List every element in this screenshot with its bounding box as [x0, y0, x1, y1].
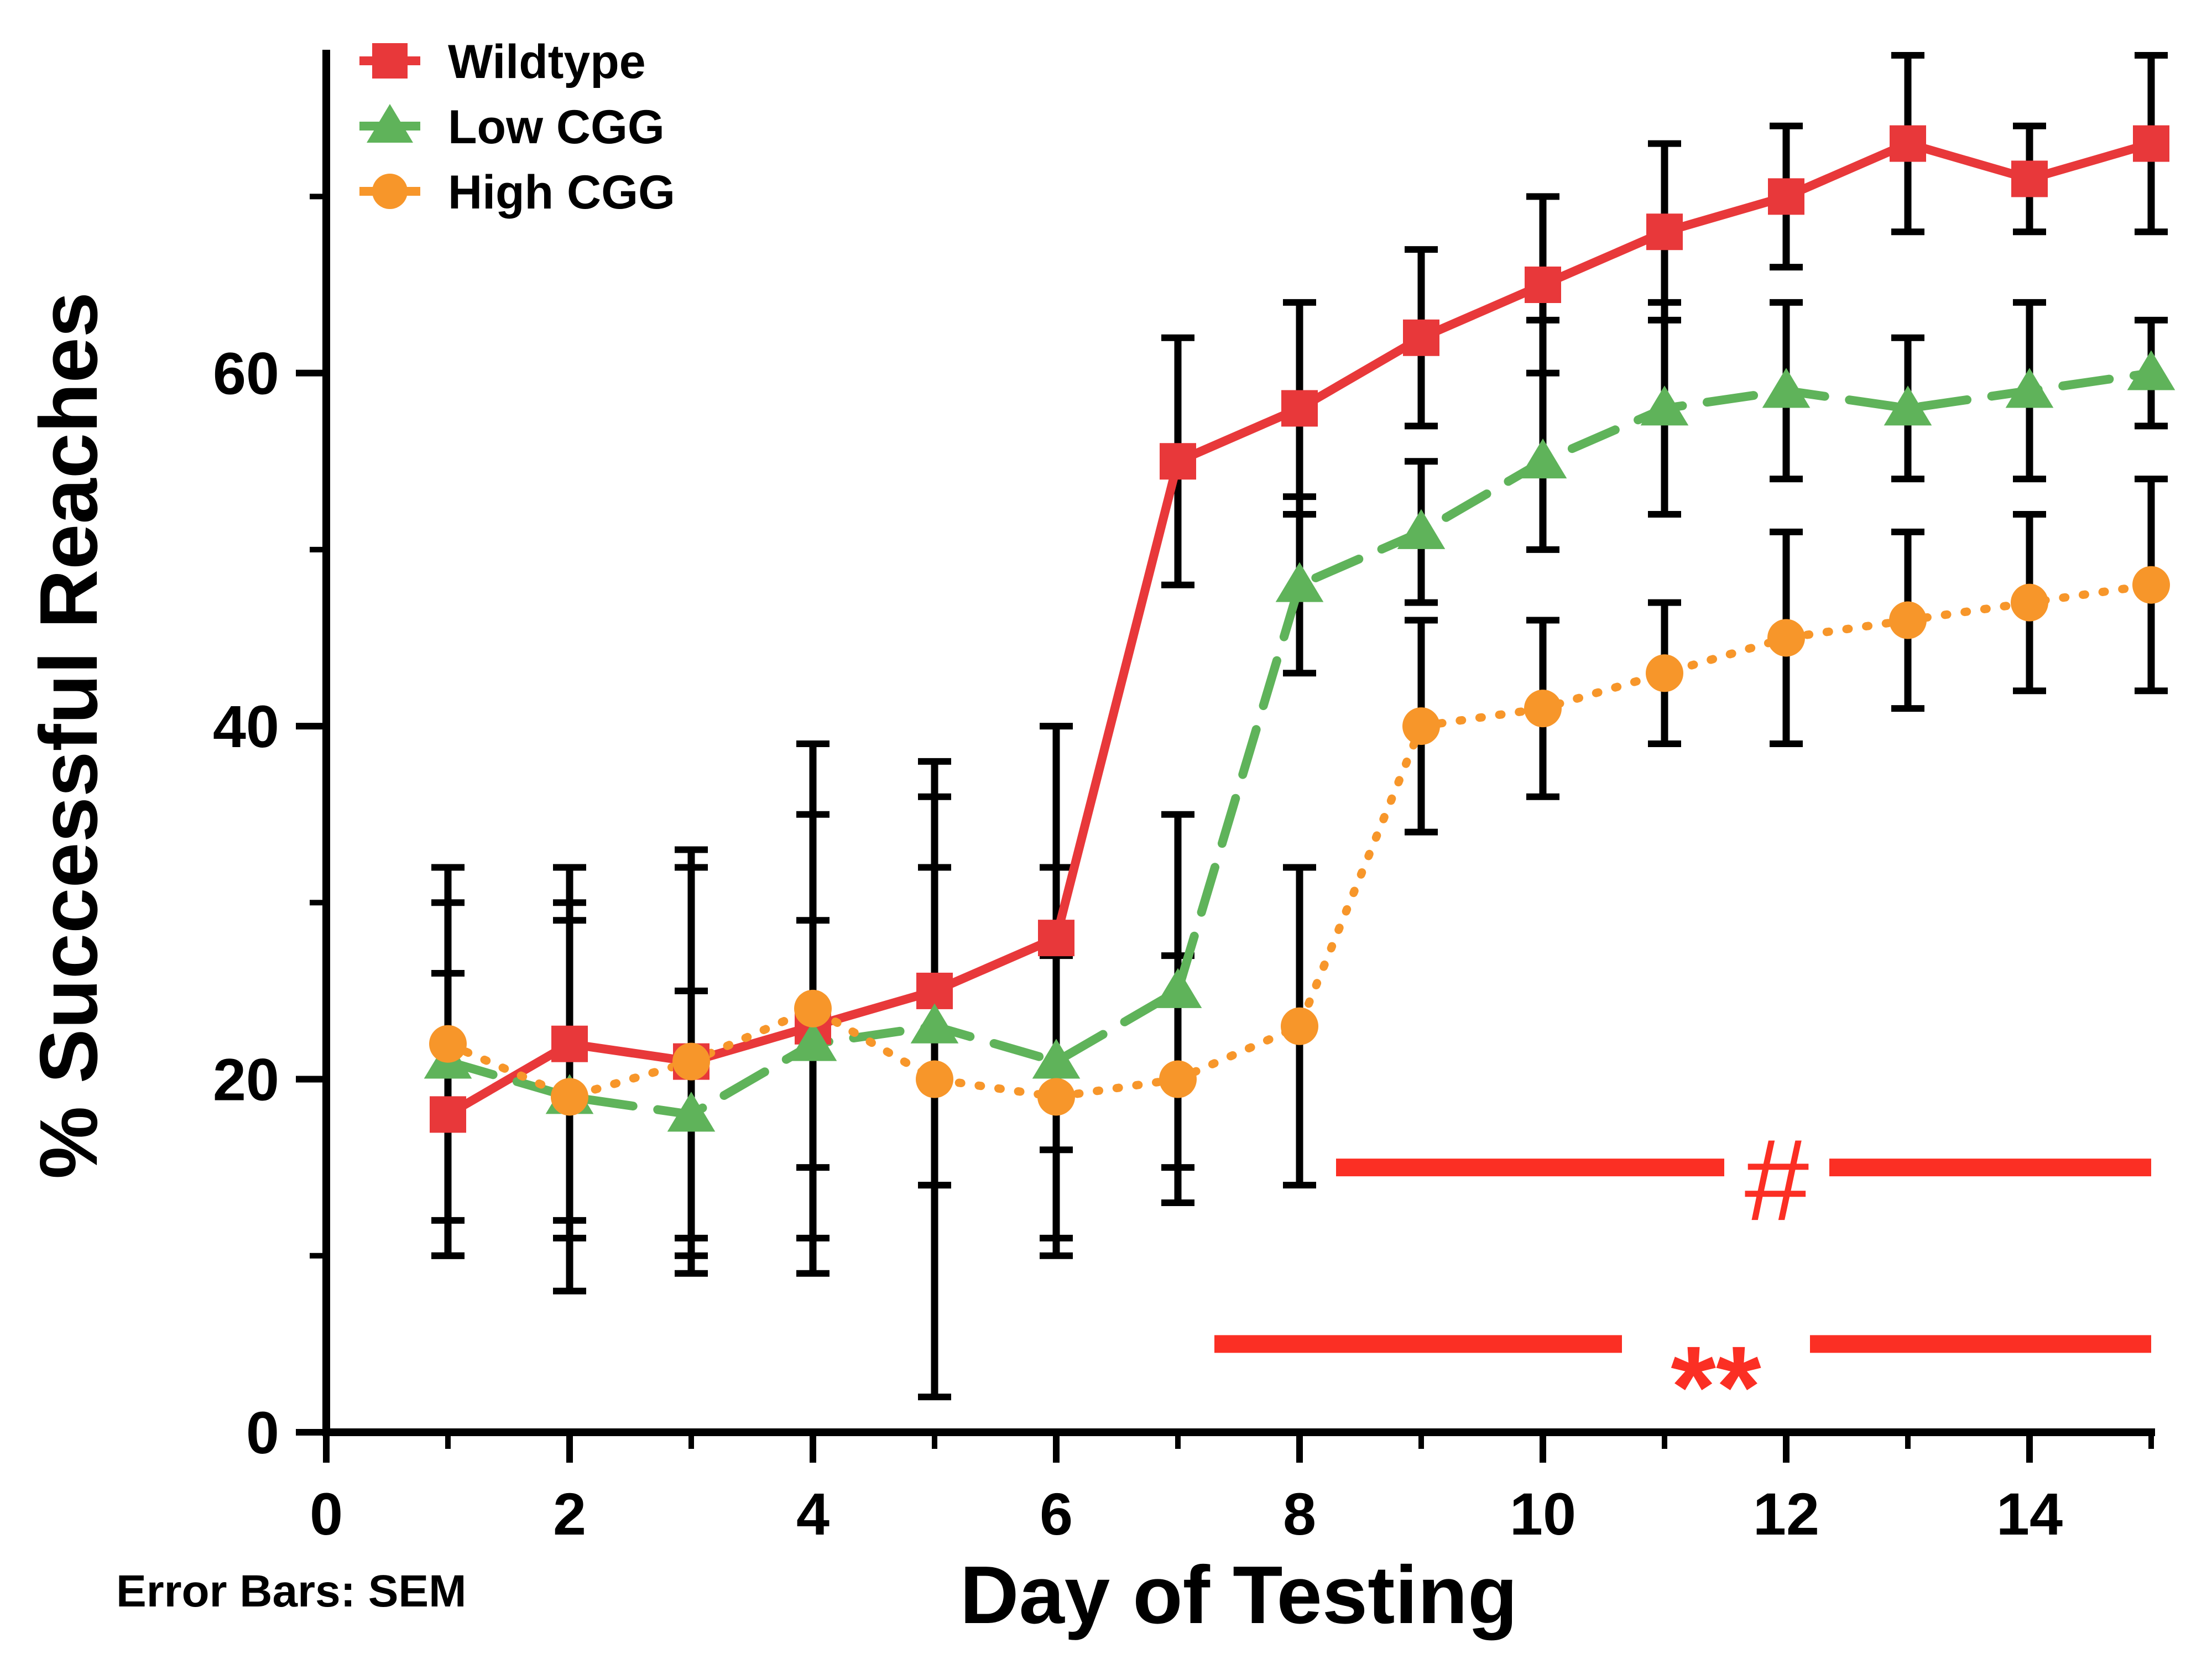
data-point-high-cgg [429, 1025, 467, 1063]
data-point-high-cgg [672, 1042, 710, 1081]
series-markers-layer [424, 125, 2176, 1133]
significance-symbol-hash: # [1745, 1115, 1809, 1245]
data-point-high-cgg [1281, 1007, 1318, 1045]
significance-annotations: # ** [1214, 1115, 2151, 1452]
data-point-high-cgg [1159, 1060, 1197, 1098]
y-axis-title: % Successful Reaches [23, 292, 114, 1179]
data-point-wildtype [551, 1025, 588, 1062]
data-point-wildtype [430, 1096, 466, 1133]
data-point-high-cgg [1524, 690, 1562, 728]
error-bars-layer [431, 52, 2168, 1401]
data-point-wildtype [1768, 178, 1804, 215]
data-point-wildtype [1160, 443, 1196, 480]
x-tick-label: 10 [1510, 1480, 1576, 1547]
legend-label-low-cgg: Low CGG [448, 101, 665, 154]
data-point-high-cgg [1402, 707, 1440, 745]
data-point-low-cgg [1884, 385, 1932, 426]
x-tick-label: 0 [310, 1480, 343, 1547]
data-point-high-cgg [2132, 566, 2170, 604]
data-point-low-cgg [1032, 1039, 1081, 1079]
data-point-high-cgg [1646, 654, 1683, 692]
series-line-high-cgg [444, 581, 2156, 1101]
y-tick-label: 0 [246, 1399, 279, 1466]
legend: Wildtype Low CGG High CGG [359, 35, 675, 219]
x-tick-label: 14 [1996, 1480, 2063, 1547]
data-point-high-cgg [1037, 1078, 1075, 1116]
data-point-wildtype [2133, 125, 2169, 162]
x-tick-label: 4 [796, 1480, 830, 1547]
legend-marker-high-cgg [372, 174, 408, 209]
data-point-low-cgg [1519, 438, 1567, 479]
legend-marker-low-cgg [367, 104, 413, 143]
data-point-low-cgg [2127, 350, 2176, 390]
data-point-high-cgg [916, 1060, 953, 1098]
y-tick-label: 60 [213, 340, 279, 407]
x-tick-label: 6 [1040, 1480, 1073, 1547]
x-axis-title: Day of Testing [960, 1550, 1518, 1641]
error-bars-note: Error Bars: SEM [116, 1566, 466, 1616]
legend-label-high-cgg: High CGG [448, 166, 675, 219]
data-point-low-cgg [667, 1092, 716, 1132]
data-point-low-cgg [1640, 385, 1689, 426]
data-point-low-cgg [910, 1003, 959, 1044]
data-point-wildtype [1646, 213, 1683, 251]
data-point-high-cgg [551, 1078, 588, 1116]
significance-symbol-double-asterisk: ** [1671, 1322, 1761, 1452]
data-point-high-cgg [1767, 619, 1805, 657]
data-point-high-cgg [2011, 583, 2048, 622]
x-tick-label: 8 [1283, 1480, 1316, 1547]
data-point-high-cgg [794, 989, 832, 1027]
legend-label-wildtype: Wildtype [448, 35, 646, 88]
data-point-high-cgg [1889, 601, 1927, 639]
y-tick-label: 20 [213, 1046, 279, 1113]
data-point-low-cgg [1275, 562, 1324, 602]
data-point-low-cgg [1154, 968, 1202, 1008]
data-point-low-cgg [789, 1021, 837, 1061]
series-line-low-cgg [444, 368, 2156, 1119]
data-point-low-cgg [2005, 368, 2054, 408]
y-tick-label: 40 [213, 693, 279, 760]
data-point-wildtype [1038, 920, 1074, 957]
data-point-wildtype [2011, 160, 2048, 197]
data-point-low-cgg [1397, 509, 1446, 549]
x-tick-label: 12 [1753, 1480, 1819, 1547]
axes: 0 2 4 6 8 10 12 14 0 20 40 60 [213, 50, 2155, 1547]
legend-marker-wildtype [372, 43, 408, 79]
data-point-wildtype [1281, 390, 1318, 427]
data-point-wildtype [1890, 125, 1926, 162]
data-point-low-cgg [1762, 368, 1811, 408]
data-point-wildtype [916, 972, 953, 1009]
x-tick-label: 2 [553, 1480, 586, 1547]
data-point-wildtype [1525, 267, 1561, 303]
data-point-wildtype [1403, 319, 1439, 356]
